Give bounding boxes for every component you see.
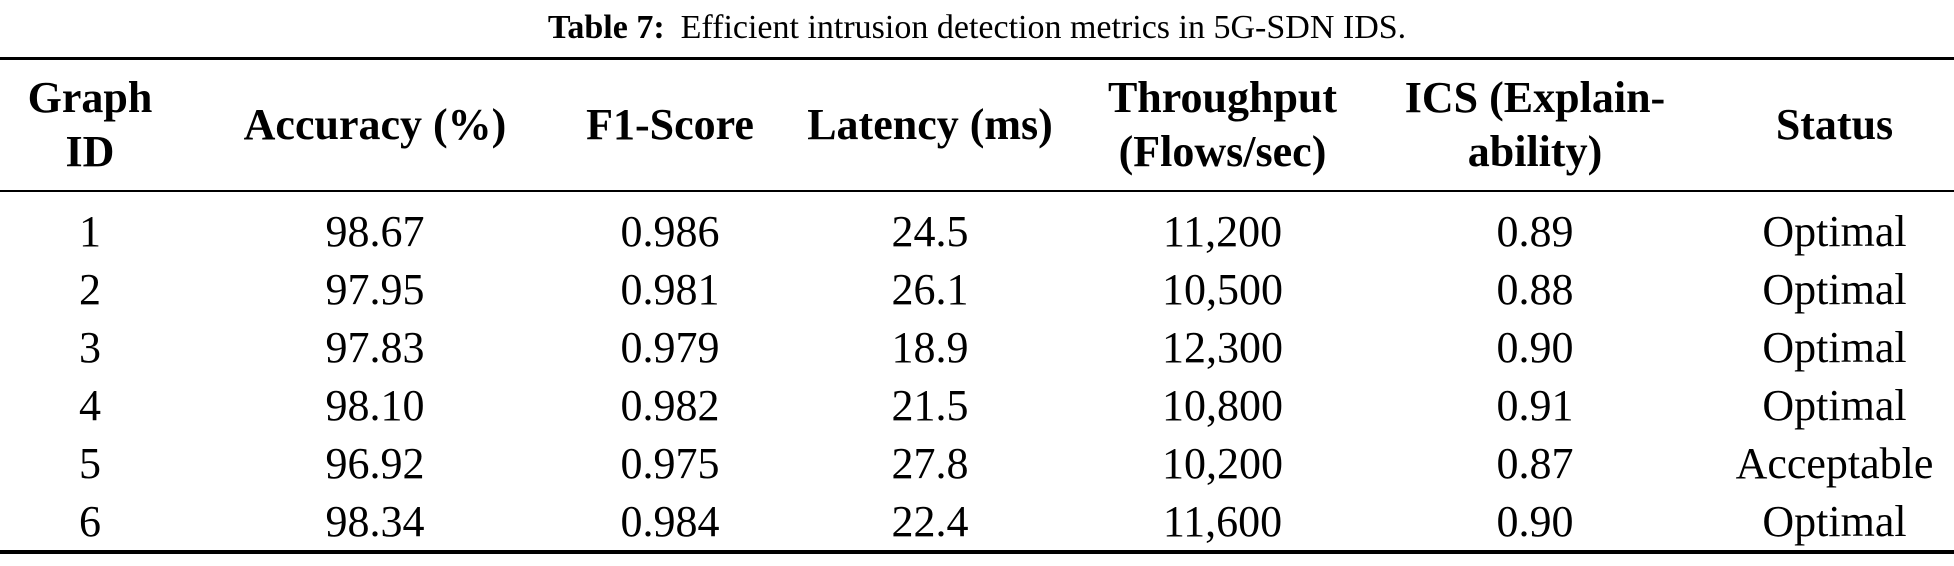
cell-f1-score: 0.981 (620, 264, 720, 314)
cell-graph-id: 5 (79, 438, 101, 488)
cell-graph-id: 4 (79, 380, 101, 430)
col-header-ics: ICS (Explain- ability) (1355, 58, 1715, 192)
cell-f1-score: 0.979 (620, 322, 720, 372)
table-row: 3 97.83 0.979 18.9 12,300 0.90 Optimal (0, 318, 1954, 376)
table-header: Graph ID Accuracy (%) F1-Score Latency (… (0, 58, 1954, 192)
metrics-table: Graph ID Accuracy (%) F1-Score Latency (… (0, 57, 1954, 554)
cell-latency: 18.9 (891, 322, 969, 372)
cell-latency: 21.5 (891, 380, 969, 430)
cell-ics: 0.89 (1496, 206, 1574, 256)
cell-latency: 24.5 (891, 206, 969, 256)
cell-latency: 22.4 (891, 496, 969, 546)
cell-graph-id: 3 (79, 322, 101, 372)
cell-graph-id: 2 (79, 264, 101, 314)
cell-throughput: 10,200 (1162, 438, 1283, 488)
cell-ics: 0.88 (1496, 264, 1574, 314)
cell-f1-score: 0.984 (620, 496, 720, 546)
cell-f1-score: 0.986 (620, 206, 720, 256)
cell-throughput: 11,600 (1162, 496, 1283, 546)
cell-f1-score: 0.982 (620, 380, 720, 430)
table-header-row: Graph ID Accuracy (%) F1-Score Latency (… (0, 58, 1954, 192)
col-header-latency: Latency (ms) (770, 58, 1090, 192)
cell-accuracy: 98.67 (325, 206, 425, 256)
cell-status: Optimal (1762, 264, 1907, 314)
cell-latency: 27.8 (891, 438, 969, 488)
table-caption: Table 7: Efficient intrusion detection me… (0, 0, 1954, 57)
cell-status: Optimal (1762, 380, 1907, 430)
cell-latency: 26.1 (891, 264, 969, 314)
cell-accuracy: 98.34 (325, 496, 425, 546)
col-header-throughput: Throughput (Flows/sec) (1090, 58, 1355, 192)
col-header-f1-score: F1-Score (570, 58, 770, 192)
table-caption-number: Table 7: (547, 9, 665, 46)
cell-status: Optimal (1762, 322, 1907, 372)
col-header-graph-id: Graph ID (0, 58, 180, 192)
cell-accuracy: 96.92 (325, 438, 425, 488)
table-row: 4 98.10 0.982 21.5 10,800 0.91 Optimal (0, 376, 1954, 434)
cell-status: Optimal (1762, 206, 1907, 256)
col-header-status: Status (1715, 58, 1954, 192)
cell-status: Acceptable (1735, 438, 1934, 488)
cell-status: Optimal (1762, 496, 1907, 546)
cell-ics: 0.91 (1496, 380, 1574, 430)
cell-graph-id: 1 (79, 206, 101, 256)
cell-accuracy: 97.83 (325, 322, 425, 372)
cell-f1-score: 0.975 (620, 438, 720, 488)
cell-graph-id: 6 (79, 496, 101, 546)
cell-throughput: 12,300 (1162, 322, 1283, 372)
cell-throughput: 10,500 (1162, 264, 1283, 314)
table-caption-text: Efficient intrusion detection metrics in… (680, 9, 1407, 46)
table-row: 1 98.67 0.986 24.5 11,200 0.89 Optimal (0, 191, 1954, 260)
table-row: 6 98.34 0.984 22.4 11,600 0.90 Optimal (0, 492, 1954, 552)
cell-ics: 0.87 (1496, 438, 1574, 488)
col-header-accuracy: Accuracy (%) (180, 58, 570, 192)
cell-throughput: 11,200 (1162, 206, 1283, 256)
cell-accuracy: 97.95 (325, 264, 425, 314)
table-body: 1 98.67 0.986 24.5 11,200 0.89 Optimal 2… (0, 191, 1954, 552)
cell-accuracy: 98.10 (325, 380, 425, 430)
cell-ics: 0.90 (1496, 322, 1574, 372)
table-row: 2 97.95 0.981 26.1 10,500 0.88 Optimal (0, 260, 1954, 318)
table-row: 5 96.92 0.975 27.8 10,200 0.87 Acceptabl… (0, 434, 1954, 492)
cell-ics: 0.90 (1496, 496, 1574, 546)
cell-throughput: 10,800 (1162, 380, 1283, 430)
